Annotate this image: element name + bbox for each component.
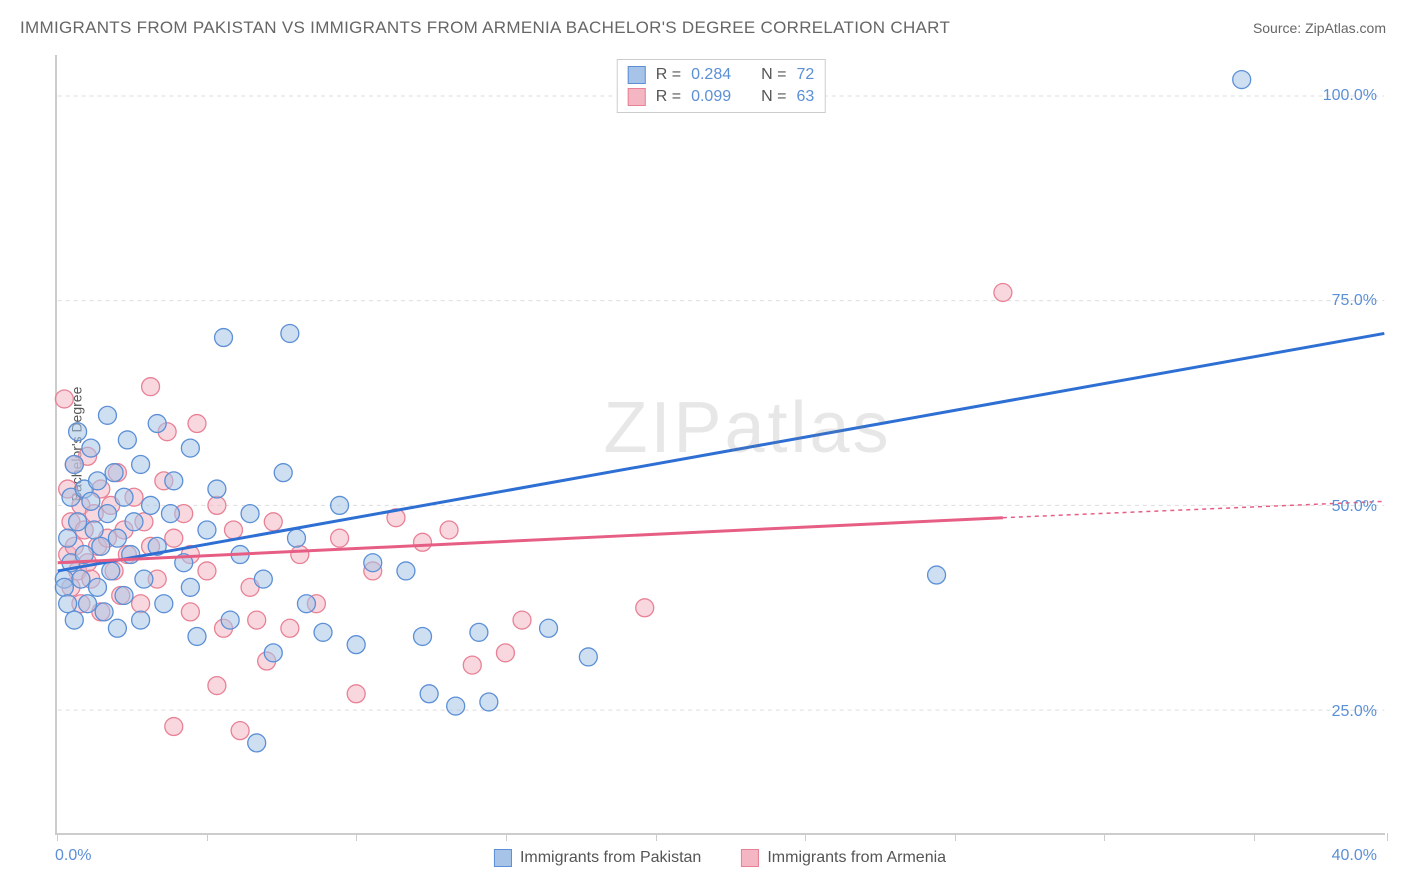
- swatch-armenia: [628, 88, 646, 106]
- legend-item-armenia: Immigrants from Armenia: [741, 849, 946, 867]
- x-tick: [57, 833, 58, 841]
- x-tick: [207, 833, 208, 841]
- legend-row-armenia: R = 0.099 N = 63: [628, 86, 815, 108]
- plot-area: Bachelor's Degree ZIPatlas R = 0.284 N =…: [55, 55, 1385, 835]
- swatch-pakistan-icon: [494, 849, 512, 867]
- y-tick-label: 50.0%: [1332, 498, 1377, 516]
- x-tick: [506, 833, 507, 841]
- y-tick-label: 100.0%: [1323, 87, 1377, 105]
- source-label: Source: ZipAtlas.com: [1253, 20, 1386, 36]
- source-link[interactable]: ZipAtlas.com: [1305, 20, 1386, 36]
- x-tick: [805, 833, 806, 841]
- plot-svg: [57, 55, 1385, 833]
- header: IMMIGRANTS FROM PAKISTAN VS IMMIGRANTS F…: [20, 18, 1386, 38]
- x-tick: [1387, 833, 1388, 841]
- x-min-label: 0.0%: [55, 847, 91, 865]
- x-tick: [356, 833, 357, 841]
- x-tick: [1104, 833, 1105, 841]
- chart: Bachelor's Degree ZIPatlas R = 0.284 N =…: [55, 55, 1385, 835]
- x-tick: [955, 833, 956, 841]
- x-tick: [1254, 833, 1255, 841]
- series-legend: Immigrants from Pakistan Immigrants from…: [494, 849, 946, 867]
- y-tick-label: 75.0%: [1332, 292, 1377, 310]
- swatch-pakistan: [628, 66, 646, 84]
- y-tick-label: 25.0%: [1332, 703, 1377, 721]
- legend-row-pakistan: R = 0.284 N = 72: [628, 64, 815, 86]
- legend-item-pakistan: Immigrants from Pakistan: [494, 849, 701, 867]
- swatch-armenia-icon: [741, 849, 759, 867]
- x-max-label: 40.0%: [1332, 847, 1377, 865]
- chart-title: IMMIGRANTS FROM PAKISTAN VS IMMIGRANTS F…: [20, 18, 950, 38]
- correlation-legend: R = 0.284 N = 72 R = 0.099 N = 63: [617, 59, 826, 113]
- x-tick: [656, 833, 657, 841]
